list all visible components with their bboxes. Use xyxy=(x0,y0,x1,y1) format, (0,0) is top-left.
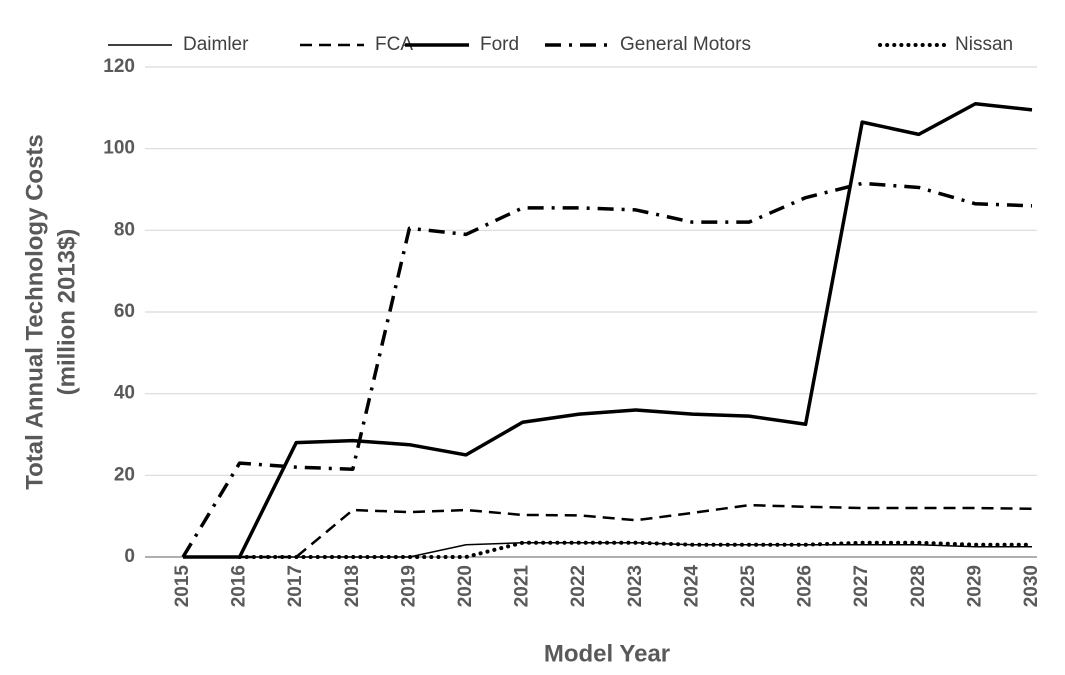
x-tick-label: 2025 xyxy=(738,565,759,608)
y-tick-label: 60 xyxy=(114,301,135,322)
line-series xyxy=(181,181,1033,558)
x-tick-label: 2015 xyxy=(172,565,193,608)
y-tick-label: 100 xyxy=(103,138,135,159)
x-tick-label: 2018 xyxy=(342,565,363,607)
x-tick-label: 2022 xyxy=(568,565,589,607)
line-series xyxy=(183,503,1033,559)
y-tick-label: 40 xyxy=(114,383,135,404)
y-tick-label: 80 xyxy=(114,219,135,240)
y-tick-label: 120 xyxy=(103,56,135,77)
x-tick-label: 2024 xyxy=(681,565,702,608)
y-axis-title: Total Annual Technology Costs xyxy=(21,134,48,490)
y-tick-label: 20 xyxy=(114,464,135,485)
line-series xyxy=(183,541,1032,558)
y-axis-title: (million 2013$) xyxy=(53,229,80,396)
x-tick-label: 2026 xyxy=(795,565,816,607)
x-tick-label: 2029 xyxy=(964,565,985,607)
legend-label: Daimler xyxy=(183,34,249,55)
x-tick-label: 2023 xyxy=(625,565,646,607)
x-tick-label: 2028 xyxy=(908,565,929,607)
x-tick-label: 2021 xyxy=(512,565,533,608)
legend-label: Ford xyxy=(480,34,519,55)
x-axis-title: Model Year xyxy=(544,640,670,667)
legend-label: Nissan xyxy=(955,34,1013,55)
x-tick-label: 2030 xyxy=(1021,565,1042,607)
x-tick-label: 2017 xyxy=(285,565,306,607)
line-series xyxy=(183,102,1033,559)
x-tick-label: 2020 xyxy=(455,565,476,607)
x-tick-label: 2019 xyxy=(398,565,419,607)
line-series xyxy=(237,540,1034,559)
x-tick-label: 2027 xyxy=(851,565,872,607)
legend-label: General Motors xyxy=(620,34,751,55)
x-tick-label: 2016 xyxy=(229,565,250,607)
legend-label: FCA xyxy=(375,34,413,55)
y-tick-label: 0 xyxy=(124,546,135,567)
